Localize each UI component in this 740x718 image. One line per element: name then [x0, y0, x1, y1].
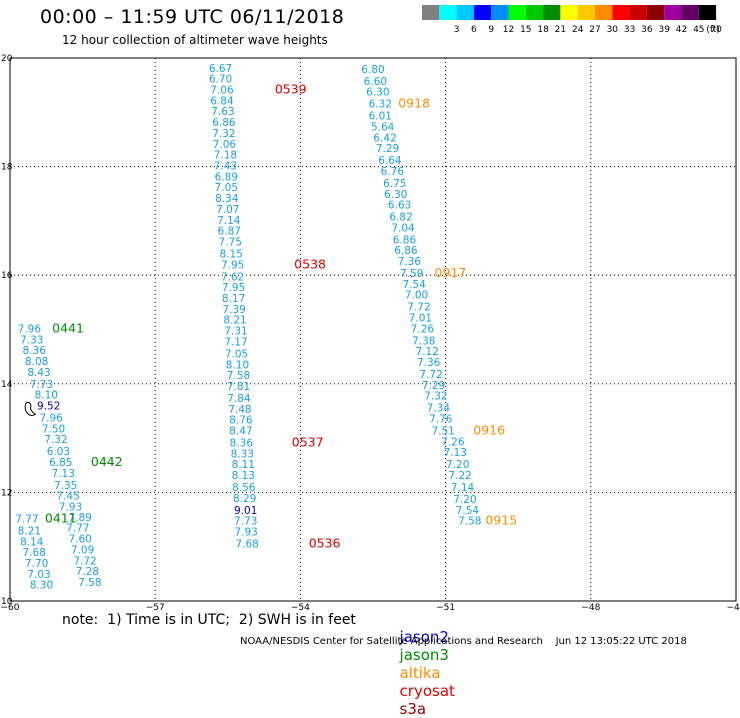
pass-time-label: 0536	[309, 535, 341, 550]
y-tick-label: 10	[1, 597, 13, 607]
wave-height-value: 7.36	[417, 357, 441, 369]
wave-height-value: 7.04	[391, 222, 415, 234]
island-outline	[25, 402, 35, 415]
pass-time-label: 0917	[435, 265, 467, 280]
wave-height-value: 7.14	[451, 482, 475, 494]
wave-height-value: 7.13	[52, 468, 75, 480]
y-tick-label: 18	[1, 163, 13, 173]
wave-height-value: 7.29	[376, 143, 399, 155]
wave-height-value: 8.30	[30, 580, 53, 592]
footer-credit: NOAA/NESDIS Center for Satellite Applica…	[240, 636, 687, 647]
pass-time-label: 0916	[473, 422, 505, 437]
pass-time-label: 0539	[275, 81, 307, 96]
wave-height-value: 7.95	[221, 259, 244, 271]
wave-height-value: 7.58	[458, 516, 481, 528]
pass-time-label: 0441	[52, 320, 84, 335]
satellite-legend-s3a: s3a	[400, 700, 427, 718]
satellite-legend: jason2 jason3 altika cryosat s3a	[390, 610, 467, 718]
wave-height-value: 7.75	[219, 237, 242, 249]
wave-height-value: 7.36	[398, 256, 422, 268]
wave-height-value: 8.43	[27, 367, 50, 379]
wave-height-value: 7.81	[227, 381, 250, 393]
wave-height-value: 8.29	[233, 493, 256, 505]
wave-height-value: 8.47	[229, 425, 252, 437]
pass-time-label: 0918	[398, 96, 430, 111]
wave-height-value: 7.32	[424, 391, 447, 403]
wave-height-value: 8.13	[232, 470, 255, 482]
wave-height-value: 6.76	[381, 166, 405, 178]
wave-height-value: 7.93	[234, 526, 257, 538]
y-tick-label: 12	[1, 488, 12, 498]
wave-height-value: 7.77	[15, 513, 38, 525]
wave-height-value: 7.17	[224, 336, 247, 348]
satellite-legend-altika: altika	[400, 664, 441, 682]
wave-height-value: 7.58	[78, 577, 101, 589]
wave-height-value: 6.32	[369, 99, 392, 111]
y-tick-label: 14	[1, 380, 13, 390]
wave-height-chart: −60−57−54−51−48−451012141618206.676.707.…	[0, 0, 740, 615]
satellite-legend-jason3: jason3	[400, 646, 449, 664]
x-tick-label: −45	[727, 603, 740, 613]
wave-height-value: 6.80	[361, 64, 384, 76]
pass-time-label: 0538	[294, 256, 326, 271]
wave-height-value: 7.00	[405, 290, 428, 302]
y-tick-label: 16	[1, 271, 13, 281]
wave-height-value: 7.22	[448, 470, 471, 482]
wave-height-value: 6.30	[366, 87, 389, 99]
y-tick-label: 20	[1, 54, 13, 64]
x-tick-label: −48	[581, 603, 600, 613]
pass-time-label: 0411	[45, 510, 77, 525]
wave-height-value: 7.32	[44, 434, 67, 446]
wave-height-value: 7.26	[411, 323, 435, 335]
wave-height-value: 7.13	[444, 447, 467, 459]
pass-time-label: 0915	[485, 513, 517, 528]
pass-time-label: 0442	[91, 454, 123, 469]
wave-height-value: 7.68	[235, 538, 258, 550]
wave-height-value: 9.52	[37, 401, 60, 413]
pass-time-label: 0537	[292, 434, 324, 449]
wave-height-value: 7.76	[429, 414, 453, 426]
satellite-legend-cryosat: cryosat	[400, 682, 455, 700]
wave-height-value: 6.63	[388, 200, 411, 212]
footer-note: note: 1) Time is in UTC; 2) SWH is in fe…	[62, 612, 356, 628]
